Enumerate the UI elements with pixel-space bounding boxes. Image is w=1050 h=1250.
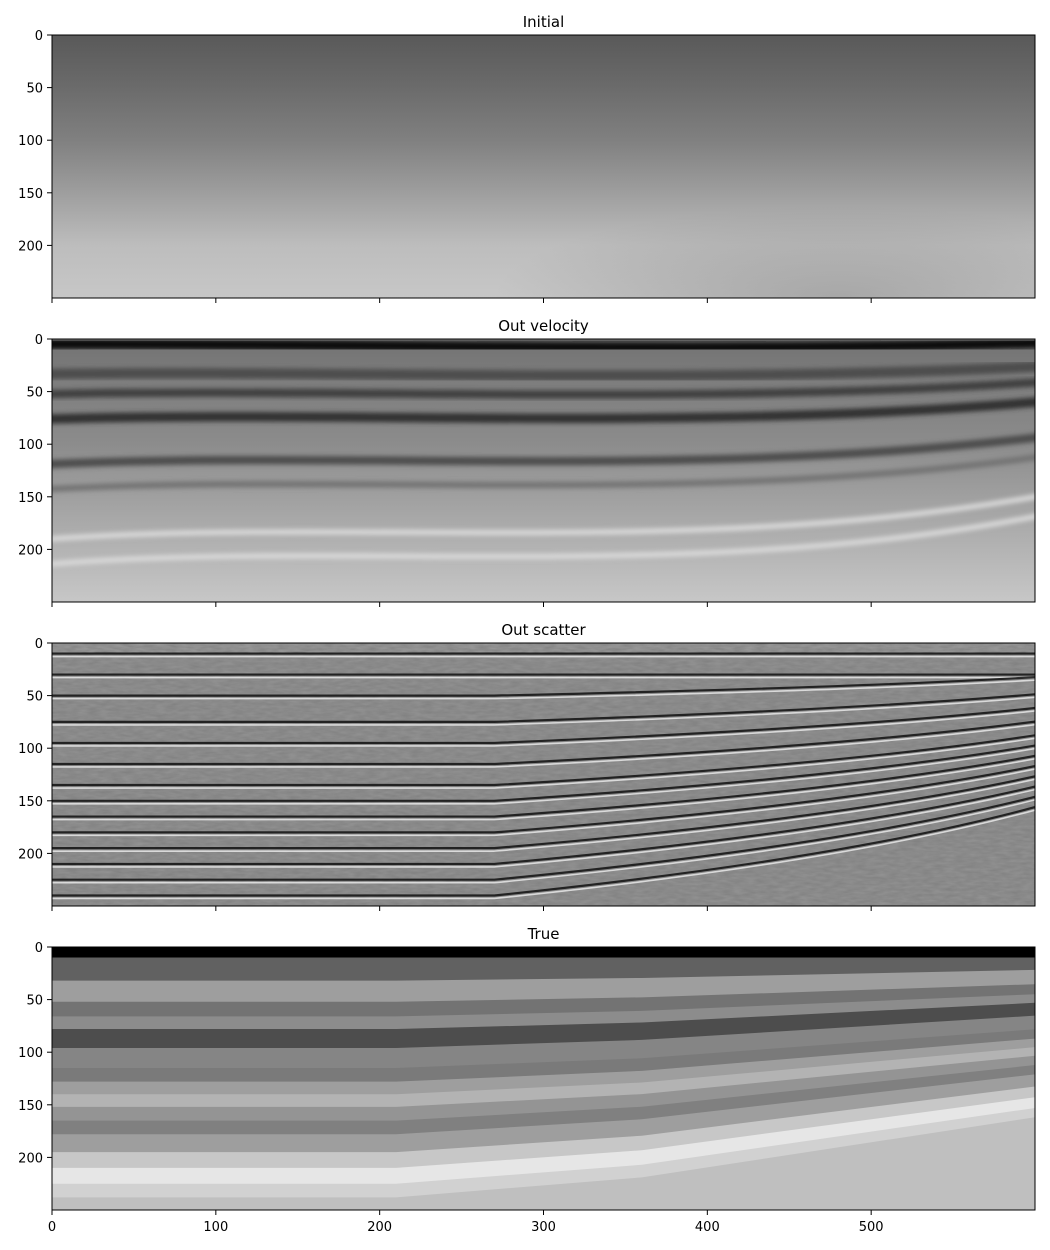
x-tick-label: 300 [531,1220,556,1235]
x-tick-label: 200 [367,1220,392,1235]
heatmap-image [52,947,1035,1210]
velocity-band [52,397,1035,424]
y-tick-label: 100 [18,1046,43,1061]
reflector [52,706,1035,745]
reflector-echo [52,809,1035,900]
velocity-band [52,361,1035,381]
x-tick-label: 0 [48,1220,56,1235]
layer [52,1117,1035,1210]
y-tick-label: 0 [35,333,43,348]
reflector [52,676,1035,697]
y-tick-label: 50 [26,386,43,401]
y-tick-label: 0 [35,29,43,44]
x-tick-label: 500 [859,1220,884,1235]
reflector [52,693,1035,723]
reflector [52,806,1035,897]
reflector [52,765,1035,834]
panel-title: Initial [523,13,565,31]
reflector-echo [52,710,1035,747]
reflector [52,744,1035,802]
reflector [52,720,1035,766]
y-tick-label: 50 [26,690,43,705]
y-tick-label: 100 [18,742,43,757]
panel-1: Out velocity 0 50 100 150 200 [18,317,1036,607]
y-tick-label: 50 [26,82,43,97]
x-tick-label: 400 [695,1220,720,1235]
y-tick-label: 50 [26,994,43,1009]
velocity-band [52,339,1035,353]
reflector-echo [52,768,1035,837]
reflector-echo [52,799,1035,884]
y-tick-label: 200 [18,847,43,862]
panel-title: Out scatter [501,621,586,639]
reflector-echo [52,679,1035,700]
panel-title: Out velocity [498,317,589,335]
y-tick-label: 0 [35,637,43,652]
reflector [52,775,1035,850]
reflector [52,754,1035,818]
panel-2: Out scatter 0 50 100 150 200 [18,621,1036,911]
velocity-band [52,454,1035,493]
y-tick-label: 150 [18,187,43,202]
heatmap-image [52,339,1035,602]
reflector-echo [52,758,1035,821]
panel-title: True [527,925,560,943]
reflector [52,734,1035,787]
y-tick-label: 150 [18,795,43,810]
reflector-echo [52,778,1035,852]
velocity-band [52,378,1035,399]
y-tick-label: 0 [35,941,43,956]
y-tick-label: 200 [18,1151,43,1166]
reflector-echo [52,723,1035,768]
reflector-echo [52,747,1035,805]
heatmap-image [52,35,1035,298]
y-tick-label: 150 [18,491,43,506]
panel-3: True 0 50 100 150 200 0 100 200 300 400 500 [18,925,1036,1235]
panel-0: Initial 0 50 100 150 200 [18,13,1036,303]
y-tick-label: 200 [18,239,43,254]
velocity-band [52,494,1035,542]
reflector-echo [52,737,1035,789]
reflector [52,795,1035,881]
y-tick-label: 100 [18,134,43,149]
reflector-echo [52,696,1035,726]
y-tick-label: 100 [18,438,43,453]
y-tick-label: 150 [18,1099,43,1114]
reflector-echo [52,788,1035,868]
velocity-band [52,513,1035,567]
velocity-band [52,433,1035,469]
x-tick-label: 100 [203,1220,228,1235]
y-tick-label: 200 [18,543,43,558]
heatmap-image [52,643,1035,906]
reflector [52,785,1035,866]
